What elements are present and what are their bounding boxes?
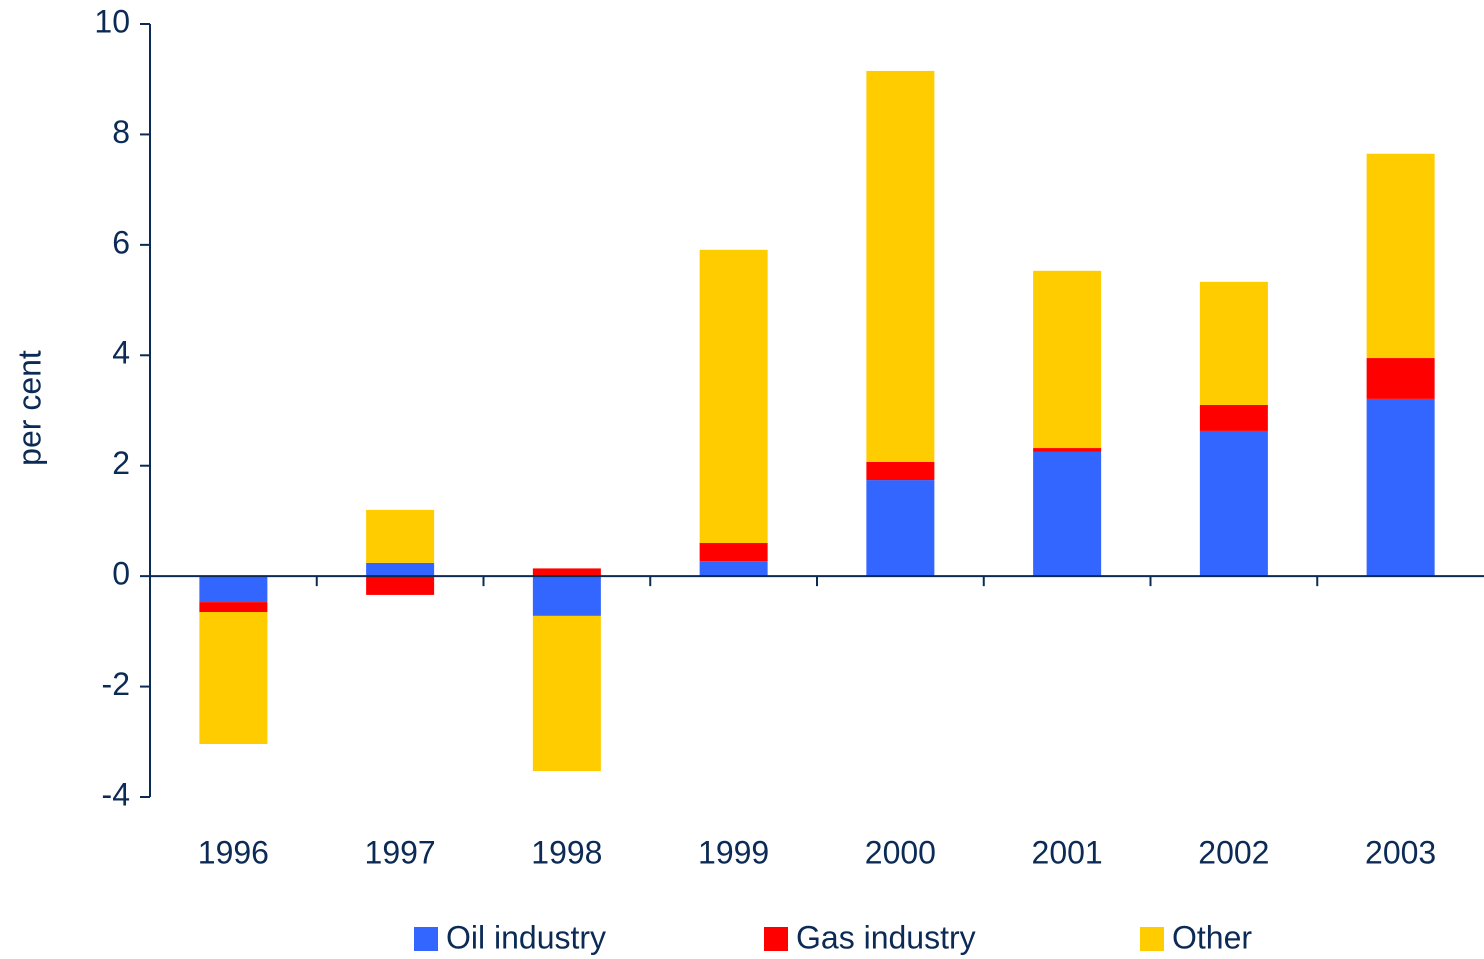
- legend-label: Gas industry: [796, 919, 976, 955]
- y-tick-label: 0: [112, 556, 130, 592]
- legend-swatch: [414, 927, 438, 951]
- legend-label: Oil industry: [446, 919, 606, 955]
- bar-segment: [866, 70, 935, 462]
- x-tick-label: 1998: [531, 834, 602, 870]
- bar-segment: [1199, 430, 1268, 577]
- bar-segment: [199, 576, 268, 603]
- bar-segment: [366, 576, 435, 595]
- bar-segment: [1033, 448, 1102, 452]
- bar-segment: [532, 568, 601, 577]
- bar-segment: [699, 543, 768, 562]
- y-tick-label: -4: [102, 776, 130, 812]
- legend-swatch: [1140, 927, 1164, 951]
- bar-segment: [866, 480, 935, 577]
- bar-segment: [866, 461, 935, 481]
- bar-segment: [532, 615, 601, 772]
- x-tick-label: 1996: [198, 834, 269, 870]
- bar-segment: [1033, 451, 1102, 577]
- bar-segment: [1366, 153, 1435, 359]
- bar-segment: [699, 249, 768, 544]
- bar-segment: [532, 576, 601, 616]
- bar-segment: [366, 509, 435, 563]
- x-tick-label: 2003: [1365, 834, 1436, 870]
- y-tick-label: 10: [94, 3, 130, 39]
- y-axis-label: per cent: [11, 350, 47, 466]
- bar-segment: [1033, 270, 1102, 449]
- bar-segment: [366, 562, 435, 577]
- y-tick-label: 8: [112, 114, 130, 150]
- bar-segment: [199, 612, 268, 744]
- bar-segment: [699, 561, 768, 577]
- bar-segment: [1199, 281, 1268, 405]
- y-tick-label: 2: [112, 445, 130, 481]
- bar-segment: [199, 602, 268, 613]
- y-tick-label: 6: [112, 224, 130, 260]
- x-tick-label: 1997: [365, 834, 436, 870]
- legend-swatch: [764, 927, 788, 951]
- x-tick-label: 2002: [1198, 834, 1269, 870]
- bar-segment: [1366, 398, 1435, 577]
- x-tick-label: 1999: [698, 834, 769, 870]
- x-tick-label: 2000: [865, 834, 936, 870]
- y-tick-label: 4: [112, 335, 130, 371]
- bar-segment: [1199, 404, 1268, 431]
- x-tick-label: 2001: [1032, 834, 1103, 870]
- y-tick-label: -2: [102, 666, 130, 702]
- bar-segment: [1366, 358, 1435, 399]
- legend-label: Other: [1172, 919, 1252, 955]
